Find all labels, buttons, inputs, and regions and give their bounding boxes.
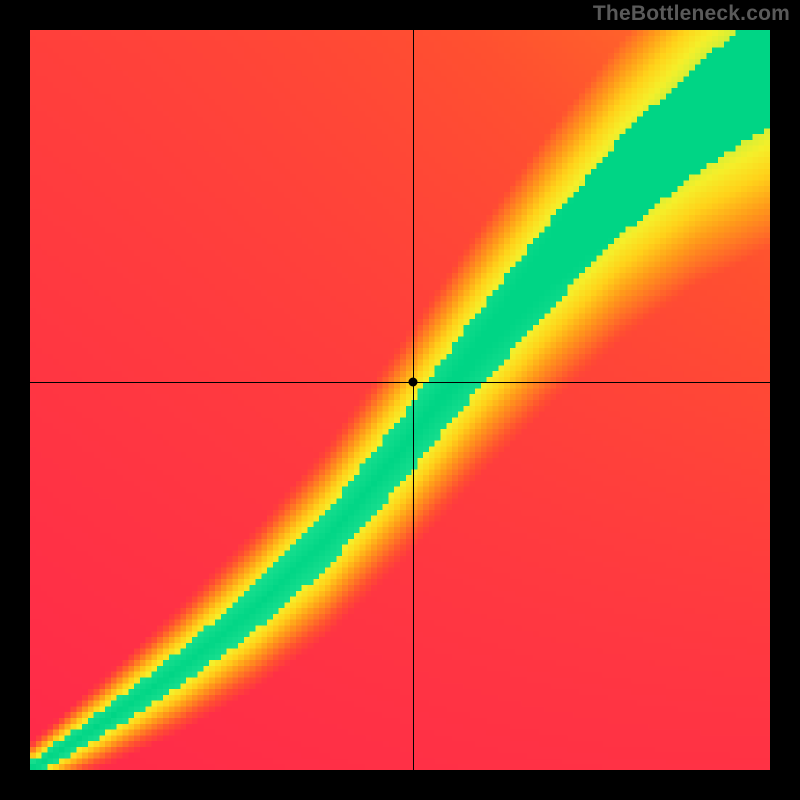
figure-frame: TheBottleneck.com (0, 0, 800, 800)
attribution-text: TheBottleneck.com (593, 2, 790, 26)
crosshair-vertical (413, 30, 414, 770)
bottleneck-heatmap (30, 30, 770, 770)
operating-point-marker (409, 377, 418, 386)
plot-area (30, 30, 770, 770)
crosshair-horizontal (30, 382, 770, 383)
